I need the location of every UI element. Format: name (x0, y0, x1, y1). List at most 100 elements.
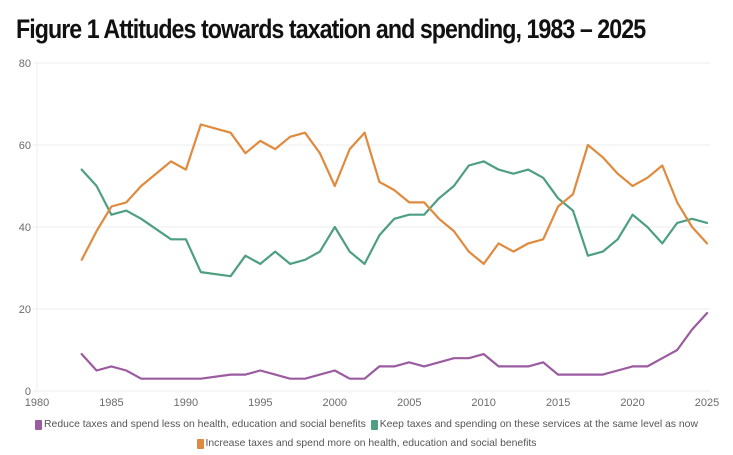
data-point-increase[interactable] (510, 249, 516, 255)
data-point-increase[interactable] (138, 183, 144, 189)
data-point-keep[interactable] (317, 249, 323, 255)
data-point-reduce[interactable] (79, 351, 85, 357)
data-point-keep[interactable] (436, 195, 442, 201)
data-point-keep[interactable] (332, 224, 338, 230)
data-point-increase[interactable] (540, 236, 546, 242)
data-point-increase[interactable] (287, 134, 293, 140)
data-point-increase[interactable] (585, 142, 591, 148)
data-point-keep[interactable] (585, 253, 591, 259)
data-point-increase[interactable] (347, 146, 353, 152)
data-point-increase[interactable] (94, 228, 100, 234)
data-point-increase[interactable] (704, 240, 710, 246)
data-point-increase[interactable] (242, 150, 248, 156)
data-point-increase[interactable] (332, 183, 338, 189)
data-point-increase[interactable] (674, 199, 680, 205)
data-point-reduce[interactable] (317, 372, 323, 378)
data-point-reduce[interactable] (704, 310, 710, 316)
data-point-reduce[interactable] (138, 376, 144, 382)
data-point-keep[interactable] (466, 163, 472, 169)
data-point-keep[interactable] (510, 171, 516, 177)
data-point-reduce[interactable] (257, 368, 263, 374)
data-point-reduce[interactable] (242, 372, 248, 378)
data-point-keep[interactable] (674, 220, 680, 226)
data-point-keep[interactable] (659, 240, 665, 246)
data-point-increase[interactable] (615, 171, 621, 177)
data-point-keep[interactable] (644, 224, 650, 230)
data-point-increase[interactable] (302, 130, 308, 136)
data-point-keep[interactable] (228, 273, 234, 279)
data-point-increase[interactable] (570, 191, 576, 197)
data-point-increase[interactable] (496, 240, 502, 246)
data-point-reduce[interactable] (94, 368, 100, 374)
data-point-keep[interactable] (376, 232, 382, 238)
data-point-reduce[interactable] (332, 368, 338, 374)
legend-item-increase[interactable]: Increase taxes and spend more on health,… (196, 436, 537, 452)
data-point-keep[interactable] (525, 167, 531, 173)
data-point-increase[interactable] (108, 204, 114, 210)
data-point-reduce[interactable] (451, 355, 457, 361)
data-point-reduce[interactable] (123, 368, 129, 374)
data-point-reduce[interactable] (644, 363, 650, 369)
data-point-reduce[interactable] (421, 363, 427, 369)
data-point-increase[interactable] (525, 240, 531, 246)
data-point-increase[interactable] (600, 154, 606, 160)
data-point-increase[interactable] (228, 130, 234, 136)
data-point-reduce[interactable] (674, 347, 680, 353)
data-point-keep[interactable] (362, 261, 368, 267)
legend-item-keep[interactable]: Keep taxes and spending on these service… (370, 417, 698, 433)
data-point-increase[interactable] (272, 146, 278, 152)
data-point-keep[interactable] (347, 249, 353, 255)
data-point-reduce[interactable] (436, 359, 442, 365)
data-point-increase[interactable] (198, 122, 204, 128)
data-point-keep[interactable] (123, 208, 129, 214)
data-point-increase[interactable] (376, 179, 382, 185)
data-point-reduce[interactable] (362, 376, 368, 382)
data-point-reduce[interactable] (481, 351, 487, 357)
data-point-reduce[interactable] (302, 376, 308, 382)
data-point-increase[interactable] (451, 228, 457, 234)
data-point-keep[interactable] (287, 261, 293, 267)
data-point-reduce[interactable] (168, 376, 174, 382)
data-point-reduce[interactable] (183, 376, 189, 382)
data-point-increase[interactable] (123, 199, 129, 205)
data-point-reduce[interactable] (228, 372, 234, 378)
data-point-increase[interactable] (257, 138, 263, 144)
data-point-keep[interactable] (600, 249, 606, 255)
data-point-keep[interactable] (481, 158, 487, 164)
data-point-reduce[interactable] (496, 363, 502, 369)
data-point-reduce[interactable] (108, 363, 114, 369)
data-point-increase[interactable] (466, 249, 472, 255)
data-point-reduce[interactable] (466, 355, 472, 361)
data-point-reduce[interactable] (198, 376, 204, 382)
data-point-keep[interactable] (391, 216, 397, 222)
data-point-reduce[interactable] (272, 372, 278, 378)
data-point-reduce[interactable] (689, 327, 695, 333)
data-point-increase[interactable] (421, 199, 427, 205)
data-point-keep[interactable] (555, 195, 561, 201)
data-point-keep[interactable] (689, 216, 695, 222)
data-point-increase[interactable] (391, 187, 397, 193)
data-point-increase[interactable] (659, 163, 665, 169)
data-point-reduce[interactable] (540, 359, 546, 365)
data-point-increase[interactable] (481, 261, 487, 267)
data-point-reduce[interactable] (510, 363, 516, 369)
data-point-keep[interactable] (198, 269, 204, 275)
data-point-reduce[interactable] (615, 368, 621, 374)
data-point-reduce[interactable] (555, 372, 561, 378)
data-point-keep[interactable] (451, 183, 457, 189)
data-point-increase[interactable] (555, 204, 561, 210)
data-point-keep[interactable] (108, 212, 114, 218)
data-point-increase[interactable] (168, 158, 174, 164)
data-point-reduce[interactable] (570, 372, 576, 378)
data-point-keep[interactable] (704, 220, 710, 226)
data-point-keep[interactable] (496, 167, 502, 173)
data-point-increase[interactable] (689, 224, 695, 230)
data-point-keep[interactable] (421, 212, 427, 218)
data-point-reduce[interactable] (287, 376, 293, 382)
data-point-keep[interactable] (168, 236, 174, 242)
data-point-keep[interactable] (242, 253, 248, 259)
data-point-keep[interactable] (406, 212, 412, 218)
data-point-reduce[interactable] (659, 355, 665, 361)
data-point-keep[interactable] (79, 167, 85, 173)
data-point-reduce[interactable] (630, 363, 636, 369)
